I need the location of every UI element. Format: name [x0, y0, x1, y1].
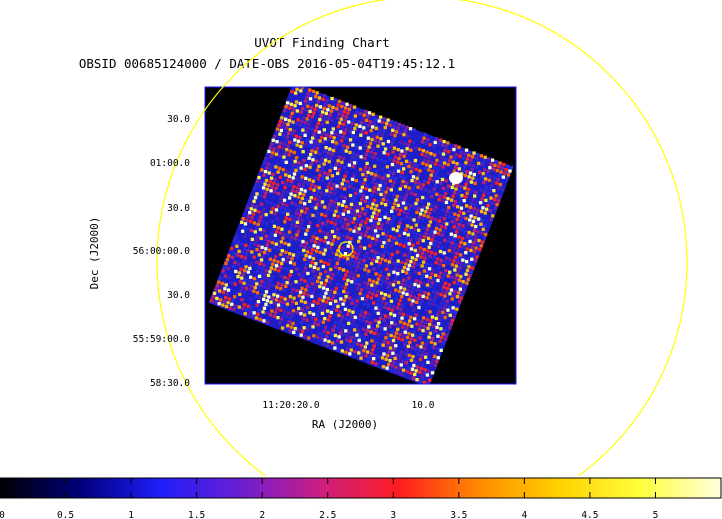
image-frame [204, 86, 517, 385]
colorbar-tick-label: 4.5 [581, 510, 598, 519]
y-tick-label: 56:00:00.0 [133, 246, 190, 257]
colorbar-tick-label: 2 [259, 510, 265, 519]
target-marker [338, 241, 354, 257]
y-tick-label: 30.0 [167, 114, 190, 125]
y-axis-label: Dec (J2000) [88, 217, 101, 290]
bright-source [449, 172, 463, 184]
colorbar-tick-label: 0.5 [57, 510, 74, 519]
colorbar-tick-label: 1 [128, 510, 134, 519]
y-tick-label: 30.0 [167, 203, 190, 214]
colorbar-tick-label: 0 [0, 510, 5, 519]
chart-title: UVOT Finding Chart [254, 35, 389, 50]
colorbar-tick-label: 3.5 [450, 510, 467, 519]
y-tick-label: 01:00.0 [150, 158, 190, 169]
colorbar-gradient [0, 477, 722, 499]
colorbar: 0 0.5 1 1.5 2 2.5 3 3.5 4 4.5 5 [0, 477, 722, 519]
exposure-pixels [210, 87, 513, 384]
error-circle [156, 0, 688, 476]
y-tick-label: 58:30.0 [150, 378, 190, 389]
colorbar-tick-label: 2.5 [319, 510, 336, 519]
colorbar-tick-label: 5 [653, 510, 659, 519]
x-tick-label: 11:20:20.0 [262, 400, 319, 411]
x-tick-label: 10.0 [412, 400, 435, 411]
colorbar-tick-label: 4 [521, 510, 527, 519]
x-axis-label: RA (J2000) [312, 418, 378, 431]
y-tick-label: 55:59:00.0 [133, 334, 190, 345]
colorbar-tick-label: 1.5 [188, 510, 205, 519]
y-tick-label: 30.0 [167, 290, 190, 301]
image-border [204, 86, 517, 385]
chart-subtitle: OBSID 00685124000 / DATE-OBS 2016-05-04T… [79, 56, 455, 71]
colorbar-tick-label: 3 [390, 510, 396, 519]
